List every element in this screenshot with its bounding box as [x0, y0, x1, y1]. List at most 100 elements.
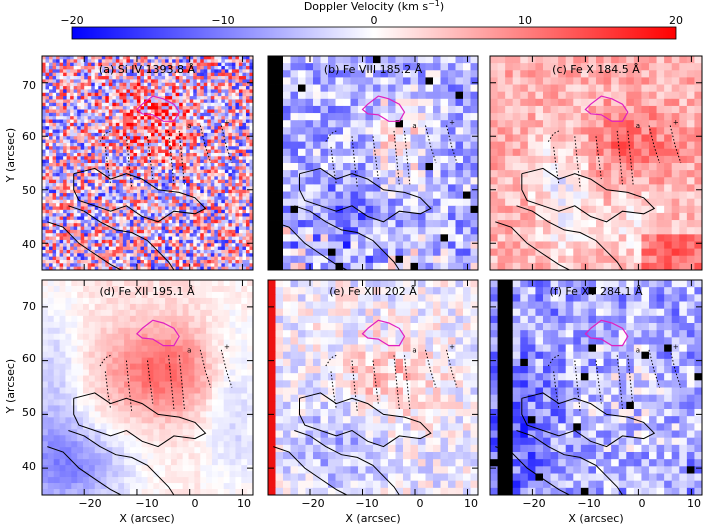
heatmap-cell	[165, 96, 169, 100]
heatmap-cell	[165, 193, 169, 197]
heatmap-cell	[641, 105, 650, 114]
heatmap-cell	[147, 206, 152, 211]
heatmap-cell	[214, 249, 219, 254]
heatmap-cell	[91, 213, 96, 217]
heatmap-cell	[143, 193, 148, 197]
heatmap-cell	[249, 129, 254, 134]
heatmap-cell	[588, 56, 597, 64]
heatmap-cell	[335, 77, 344, 85]
heatmap-cell	[49, 183, 53, 187]
heatmap-cell	[158, 119, 162, 124]
heatmap-cell	[231, 166, 236, 171]
heatmap-cell	[143, 239, 148, 244]
heatmap-cell	[179, 189, 184, 194]
heatmap-cell	[238, 92, 243, 97]
heatmap-cell	[221, 72, 226, 77]
heatmap-cell	[231, 112, 236, 117]
heatmap-cell	[235, 259, 240, 264]
heatmap-cell	[119, 256, 124, 261]
heatmap-cell	[228, 193, 233, 197]
heatmap-cell	[235, 112, 240, 117]
heatmap-cell	[108, 209, 113, 214]
heatmap-cell	[214, 86, 219, 90]
heatmap-cell	[228, 209, 233, 214]
heatmap-cell	[320, 98, 329, 107]
heatmap-cell	[455, 170, 464, 178]
heatmap-cell	[119, 259, 124, 264]
heatmap-cell	[87, 243, 92, 247]
heatmap-cell	[214, 122, 219, 127]
heatmap-cell	[231, 183, 236, 187]
heatmap-cell	[158, 186, 162, 191]
heatmap-cell	[147, 183, 152, 187]
heatmap-cell	[182, 69, 187, 74]
heatmap-cell	[249, 166, 254, 171]
heatmap-cell	[101, 186, 106, 191]
heatmap-cell	[463, 148, 471, 157]
heatmap-cell	[52, 239, 57, 244]
heatmap-cell	[52, 243, 57, 247]
heatmap-cell	[80, 92, 85, 97]
heatmap-cell	[245, 233, 250, 237]
heatmap-cell	[94, 199, 99, 204]
heatmap-cell	[410, 241, 419, 249]
heatmap-cell	[151, 72, 155, 77]
heatmap-cell	[283, 163, 291, 171]
heatmap-cell	[151, 82, 155, 87]
heatmap-cell	[151, 126, 155, 130]
heatmap-cell	[98, 259, 103, 264]
heatmap-cell	[221, 226, 226, 231]
heatmap-cell	[161, 96, 166, 100]
heatmap-cell	[136, 62, 141, 67]
heatmap-cell	[193, 89, 198, 94]
heatmap-cell	[440, 113, 449, 121]
heatmap-cell	[115, 126, 120, 130]
heatmap-cell	[358, 148, 366, 157]
heatmap-cell	[59, 246, 64, 251]
heatmap-cell	[154, 196, 159, 201]
heatmap-cell	[189, 89, 194, 94]
heatmap-cell	[98, 159, 103, 164]
heatmap-cell	[283, 262, 291, 271]
heatmap-cell	[207, 209, 212, 214]
heatmap-cell	[242, 126, 247, 130]
heatmap-cell	[147, 59, 152, 64]
heatmap-cell	[42, 99, 46, 104]
heatmap-cell	[210, 216, 215, 221]
heatmap-cell	[275, 56, 284, 64]
heatmap-cell	[172, 163, 177, 167]
heatmap-cell	[91, 89, 96, 94]
heatmap-cell	[56, 253, 60, 258]
heatmap-cell	[151, 86, 155, 90]
heatmap-cell	[217, 266, 222, 271]
heatmap-cell	[242, 186, 247, 191]
heatmap-cell	[228, 109, 233, 114]
heatmap-cell	[182, 179, 187, 184]
heatmap-cell	[221, 176, 226, 181]
heatmap-cell	[335, 163, 344, 171]
heatmap-cell	[186, 166, 191, 171]
heatmap-cell	[268, 134, 276, 142]
heatmap-cell	[115, 169, 120, 174]
heatmap-cell	[42, 72, 46, 77]
heatmap-cell	[66, 89, 71, 94]
heatmap-cell	[249, 199, 254, 204]
heatmap-cell	[203, 163, 208, 167]
heatmap-cell	[290, 98, 299, 107]
heatmap-cell	[143, 126, 148, 130]
heatmap-cell	[158, 82, 162, 87]
heatmap-cell	[182, 263, 187, 268]
heatmap-cell	[189, 206, 194, 211]
heatmap-cell	[136, 66, 141, 70]
heatmap-cell	[373, 120, 381, 128]
heatmap-cell	[42, 226, 46, 231]
heatmap-cell	[77, 223, 82, 227]
heatmap-cell	[245, 239, 250, 244]
heatmap-cell	[80, 96, 85, 100]
heatmap-cell	[59, 99, 64, 104]
heatmap-cell	[249, 249, 254, 254]
heatmap-cell	[242, 69, 247, 74]
heatmap-cell	[231, 129, 236, 134]
heatmap-cell	[98, 136, 103, 140]
heatmap-cell	[112, 76, 117, 80]
